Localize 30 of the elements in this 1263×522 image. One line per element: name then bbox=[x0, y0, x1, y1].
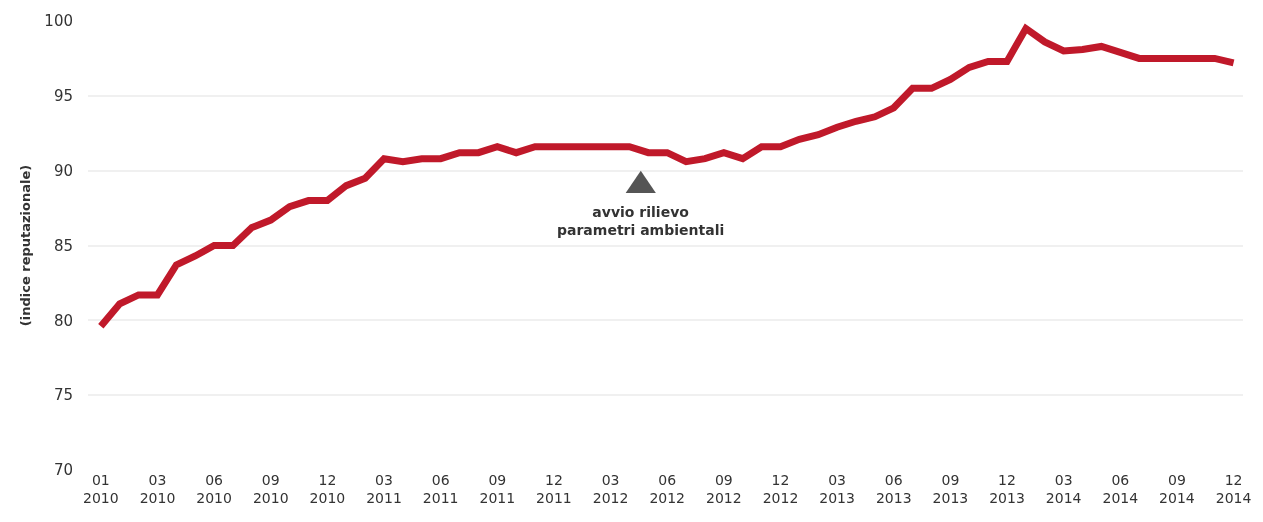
x-tick-label: 12 2011 bbox=[536, 472, 572, 507]
x-tick-label: 03 2012 bbox=[592, 472, 629, 507]
x-tick-label: 03 2013 bbox=[819, 472, 855, 507]
x-tick-label: 03 2010 bbox=[139, 472, 176, 507]
x-tick-label: 06 2012 bbox=[649, 472, 686, 507]
x-tick-label: 03 2014 bbox=[1045, 472, 1082, 507]
x-tick-label: 12 2014 bbox=[1215, 472, 1252, 507]
y-tick-label: 70 bbox=[53, 461, 73, 480]
x-tick-label: 09 2014 bbox=[1159, 472, 1195, 507]
y-axis-title: (indice reputazionale) bbox=[18, 164, 34, 327]
x-tick-label: 06 2014 bbox=[1102, 472, 1139, 507]
x-tick-label: 06 2010 bbox=[196, 472, 232, 507]
y-tick-label: 100 bbox=[44, 12, 73, 31]
y-tick-label: 80 bbox=[53, 311, 73, 330]
x-tick-label: 12 2010 bbox=[309, 472, 346, 507]
x-tick-label: 12 2012 bbox=[762, 472, 799, 507]
y-tick-label: 85 bbox=[53, 236, 73, 255]
x-tick-label: 12 2013 bbox=[989, 472, 1025, 507]
x-tick-label: 03 2011 bbox=[366, 472, 402, 507]
annotation: avvio rilievo parametri ambientali bbox=[557, 204, 725, 239]
y-tick-label: 95 bbox=[53, 87, 73, 106]
x-tick-label: 09 2012 bbox=[706, 472, 742, 507]
x-tick-label: 06 2013 bbox=[875, 472, 912, 507]
x-tick-label: 09 2010 bbox=[252, 472, 289, 507]
x-tick-label: 09 2011 bbox=[479, 472, 516, 507]
x-tick-label: 06 2011 bbox=[422, 472, 459, 507]
x-tick-label: 09 2013 bbox=[932, 472, 969, 507]
x-tick-label: 01 2010 bbox=[83, 472, 119, 507]
y-tick-label: 90 bbox=[53, 161, 73, 180]
y-tick-label: 75 bbox=[53, 386, 73, 405]
